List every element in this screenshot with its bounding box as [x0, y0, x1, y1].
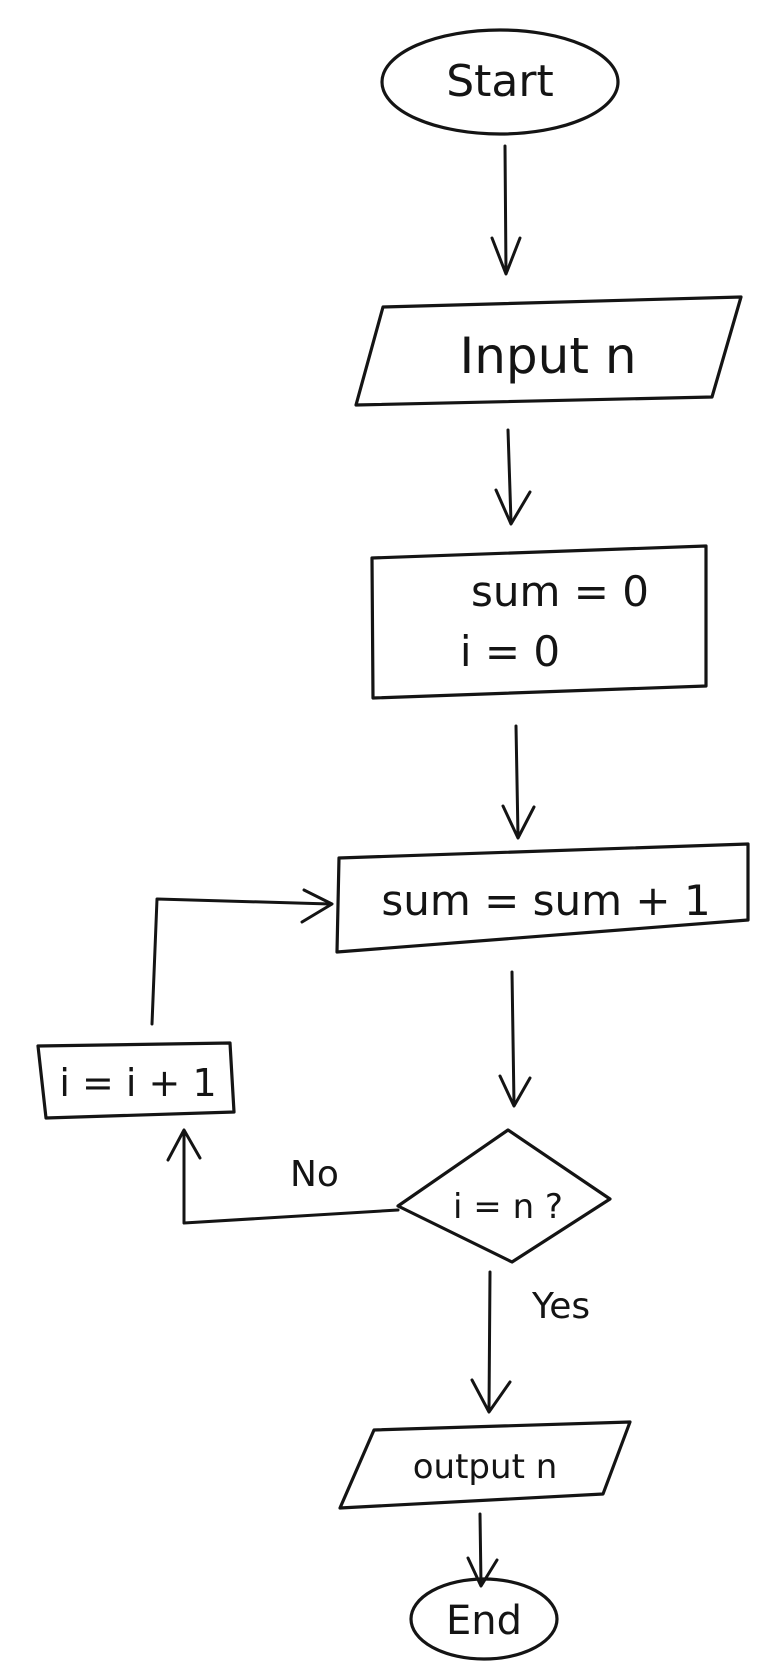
arrow-decision-no: No	[168, 1130, 398, 1223]
increment-label: i = i + 1	[59, 1061, 216, 1105]
start-node: Start	[382, 30, 618, 134]
yes-edge-label: Yes	[531, 1286, 590, 1327]
output-label: output n	[413, 1447, 558, 1487]
init-line-sum: sum = 0	[471, 567, 649, 616]
input-label: Input n	[459, 327, 636, 385]
decision-node: i = n ?	[398, 1130, 610, 1262]
end-node: End	[411, 1579, 557, 1659]
arrow-input-to-init	[496, 430, 530, 524]
arrow-decision-yes: Yes	[472, 1272, 590, 1412]
increment-node: i = i + 1	[38, 1043, 234, 1118]
arrow-init-to-accumulate	[503, 726, 534, 838]
init-line-i: i = 0	[460, 627, 560, 676]
accumulate-node: sum = sum + 1	[337, 844, 748, 952]
output-node: output n	[340, 1422, 630, 1508]
accumulate-label: sum = sum + 1	[381, 876, 710, 925]
init-node: sum = 0 i = 0	[372, 546, 706, 698]
arrow-increment-to-accumulate	[152, 890, 332, 1024]
input-node: Input n	[356, 297, 741, 405]
end-label: End	[446, 1598, 522, 1644]
start-label: Start	[446, 56, 554, 107]
decision-label: i = n ?	[453, 1187, 563, 1227]
arrow-accumulate-to-decision	[500, 972, 530, 1106]
arrow-output-to-end	[468, 1514, 497, 1586]
arrow-start-to-input	[492, 146, 520, 274]
no-edge-label: No	[290, 1154, 339, 1195]
